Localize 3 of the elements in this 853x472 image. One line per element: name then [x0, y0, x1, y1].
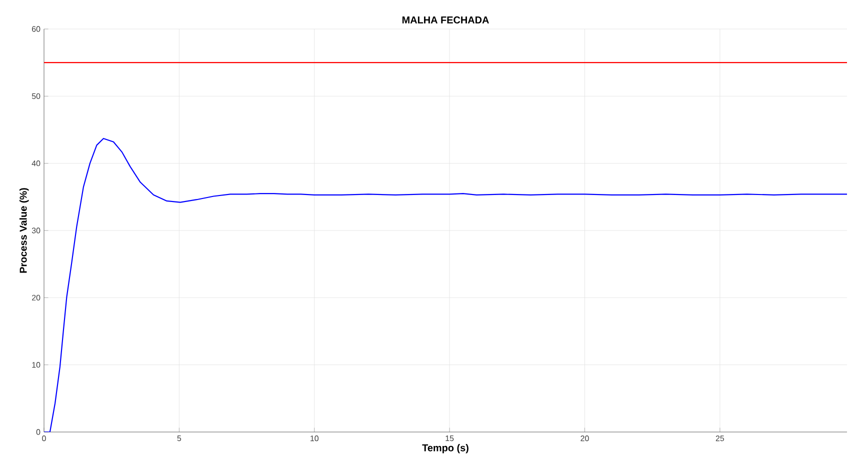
chart-title: MALHA FECHADA [402, 16, 489, 24]
x-axis-title: Tempo (s) [422, 444, 468, 454]
y-axis-title: Process Value (%) [19, 188, 29, 273]
